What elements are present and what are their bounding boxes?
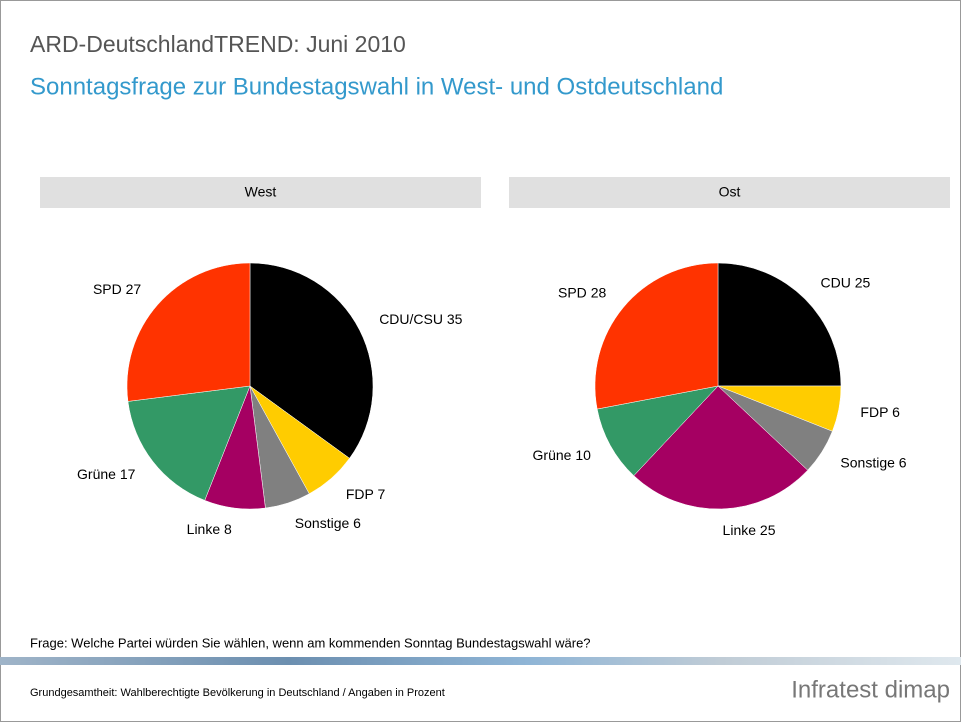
pie-slice xyxy=(633,385,809,510)
slice-category: FDP xyxy=(860,404,888,420)
slice-label: FDP 6 xyxy=(860,404,900,420)
slice-category: SPD xyxy=(558,284,587,300)
slice-category: Grüne xyxy=(77,466,116,482)
slice-value: 17 xyxy=(120,466,136,482)
slide-title: ARD-DeutschlandTREND: Juni 2010 xyxy=(30,31,406,57)
pie-slice xyxy=(126,262,251,402)
slice-value: 6 xyxy=(892,404,900,420)
slice-label: SPD 27 xyxy=(93,281,141,297)
slice-label: Linke 25 xyxy=(723,522,776,538)
slice-value: 27 xyxy=(126,281,142,297)
slice-label: Linke 8 xyxy=(187,521,232,537)
slice-value: 6 xyxy=(899,454,907,470)
slice-category: Linke xyxy=(187,521,221,537)
slice-value: 25 xyxy=(760,522,776,538)
slice-category: Linke xyxy=(723,522,757,538)
slice-label: Grüne 17 xyxy=(77,466,136,482)
slice-value: 10 xyxy=(575,447,591,463)
slice-value: 28 xyxy=(591,284,607,300)
footer-band xyxy=(0,657,961,665)
footnote: Grundgesamtheit: Wahlberechtigte Bevölke… xyxy=(30,687,445,699)
slice-category: FDP xyxy=(346,485,374,501)
slice-label: Sonstige 6 xyxy=(840,454,906,470)
panel-header xyxy=(509,177,950,208)
pie-slice xyxy=(127,385,251,501)
slice-category: SPD xyxy=(93,281,122,297)
slide-subtitle: Sonntagsfrage zur Bundestagswahl in West… xyxy=(30,73,723,100)
pie-slice xyxy=(717,262,842,387)
chart-title: Ost xyxy=(719,184,741,200)
slice-label: Grüne 10 xyxy=(533,447,592,463)
logo: Infratest dimap xyxy=(791,676,950,703)
slice-label: Sonstige 6 xyxy=(295,515,361,531)
question: Frage: Welche Partei würden Sie wählen, … xyxy=(30,635,591,650)
pie-slice xyxy=(594,262,719,410)
slice-category: Sonstige xyxy=(840,454,895,470)
slice-value: 6 xyxy=(353,515,361,531)
slice-value: 25 xyxy=(855,274,871,290)
slice-label: FDP 7 xyxy=(346,485,386,501)
pie-slice xyxy=(249,262,374,459)
slice-label: CDU/CSU 35 xyxy=(379,311,462,327)
slice-value: 7 xyxy=(378,485,386,501)
slice-category: CDU/CSU xyxy=(379,311,443,327)
slice-value: 35 xyxy=(447,311,463,327)
pie-slice xyxy=(596,385,719,477)
panel-header xyxy=(40,177,481,208)
slice-value: 8 xyxy=(224,521,232,537)
slice-category: Sonstige xyxy=(295,515,350,531)
slice-category: Grüne xyxy=(533,447,572,463)
slice-category: CDU xyxy=(821,274,851,290)
chart-title: West xyxy=(245,184,277,200)
slice-label: SPD 28 xyxy=(558,284,606,300)
slice-label: CDU 25 xyxy=(821,274,871,290)
